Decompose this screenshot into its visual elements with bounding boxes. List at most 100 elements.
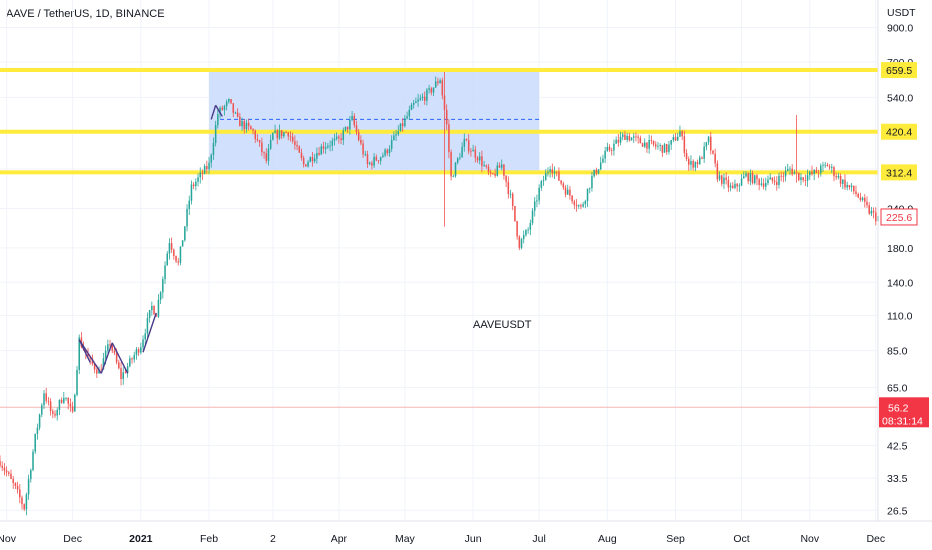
candle-body [813,170,815,175]
candle-body [5,470,8,473]
candle-body [463,138,466,147]
candle-body [52,411,54,414]
candle-body [32,451,34,471]
candle-body [170,243,173,250]
candle-body [245,122,248,130]
candle-body [395,134,397,136]
candle-body [483,165,485,167]
candle-body [564,187,567,195]
x-tick-label: Apr [331,533,348,545]
candle-body [100,369,102,371]
candle-body [751,173,754,184]
trend-line [215,104,223,117]
candle-body [364,154,367,156]
candle-body [36,427,39,434]
last-price-label: 225.6 [886,212,912,224]
candle-body [16,485,19,490]
candle-body [153,305,155,315]
y-tick-label: 140.0 [887,277,913,289]
price-levels [0,68,878,175]
candle-body [289,136,292,138]
candle-body [511,193,514,206]
x-tick-label: Oct [733,533,749,545]
candle-body [1,465,3,468]
candle-body [610,150,613,151]
candle-body [789,168,791,170]
candle-body [311,157,314,162]
time-axis: Nov Dec 2021 Feb 2 Apr May Jun Jul Aug Sep Oct Nov De… [0,520,932,545]
candle-body [131,358,133,360]
candle-body [349,119,351,130]
candle-body [322,146,325,149]
y-tick-label: 180.0 [887,243,913,255]
y-tick-label: 540.0 [887,92,913,104]
candle-body [69,403,72,407]
candle-body [555,171,558,173]
candle-body [648,139,650,149]
candle-body [503,164,505,176]
trend-line [210,105,217,120]
candle-body [274,130,276,134]
candle-body [767,179,769,184]
candle-body [826,164,829,167]
candle-body [837,175,840,178]
candle-body [580,205,582,207]
candle-body [855,191,857,194]
candle-body [300,152,303,159]
candle-body [199,172,202,178]
candle-body [584,201,587,205]
candle-body [720,175,723,184]
candle-body [340,138,342,141]
candle-body [30,470,32,480]
candle-body [533,201,536,211]
candle-body [833,167,835,177]
candle-body [159,292,162,300]
candle-body [236,112,239,117]
candle-body [338,136,340,139]
candle-body [265,153,268,161]
candle-body [820,165,822,174]
candle-body [313,158,316,162]
candle-body [619,136,622,143]
candle-body [569,189,571,196]
candle-body [115,352,118,363]
candle-body [615,139,617,144]
candle-body [8,472,10,474]
candle-body [809,171,811,176]
candle-body [848,184,851,188]
candle-body [324,147,327,149]
candle-body [500,164,503,168]
candle-body [219,107,221,115]
candle-body [472,149,474,152]
candle-body [133,355,136,360]
candle-body [76,369,78,395]
candle-body [723,177,725,184]
candle-body [538,187,540,201]
candle-body [173,249,175,256]
candle-body [452,176,455,178]
candle-body [762,183,765,187]
candle-body [368,162,371,164]
candle-body [305,164,307,167]
candle-body [725,177,727,180]
candle-body [549,169,551,172]
x-tick-label: Jun [465,533,482,545]
candle-body [536,200,538,202]
candle-body [250,126,252,130]
candle-body [54,413,56,416]
candle-body [23,504,25,510]
candle-body [38,414,41,428]
countdown-label: 08:31:14 [882,415,923,427]
candle-body [754,175,756,184]
candle-body [195,181,197,187]
candle-body [756,175,758,180]
candle-body [844,179,846,188]
candle-body [177,261,180,263]
candle-body [179,246,182,263]
candle-body [525,230,527,236]
candle-body [276,130,279,139]
candle-body [831,167,833,168]
chart-title: AAVE / TetherUS, 1D, BINANCE [6,8,165,20]
candle-body [588,188,591,189]
